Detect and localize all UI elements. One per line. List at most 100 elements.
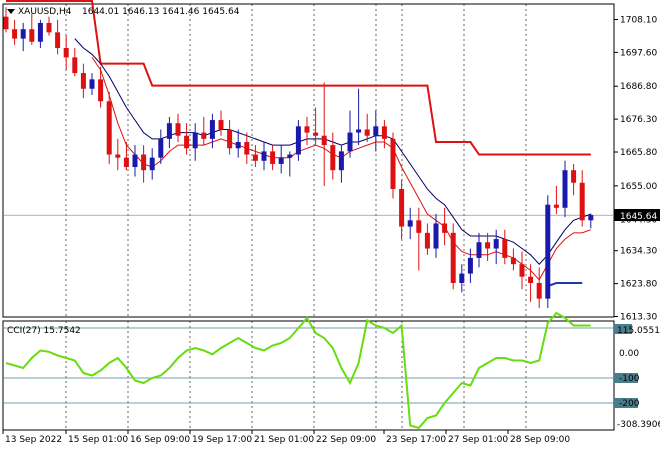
candle[interactable]	[536, 267, 542, 309]
candle[interactable]	[55, 19, 61, 55]
candle[interactable]	[528, 264, 534, 302]
candle[interactable]	[141, 145, 147, 183]
candle[interactable]	[278, 145, 284, 174]
candle[interactable]	[407, 207, 413, 240]
candle[interactable]	[424, 223, 430, 255]
time-axis: 13 Sep 2022 15 Sep 01:00 16 Sep 09:00 19 Se…	[2, 430, 570, 445]
candle[interactable]	[399, 179, 405, 240]
candle[interactable]	[588, 213, 594, 229]
candle[interactable]	[244, 132, 250, 164]
candle[interactable]	[356, 88, 362, 146]
candle[interactable]	[442, 207, 448, 246]
candle[interactable]	[287, 151, 293, 177]
candle[interactable]	[485, 232, 491, 262]
candle[interactable]	[218, 110, 224, 136]
candle[interactable]	[545, 195, 551, 309]
candle[interactable]	[209, 113, 215, 149]
candle[interactable]	[149, 148, 155, 180]
price-tick-label: 1634.30	[620, 247, 657, 257]
candle-body	[115, 154, 121, 158]
cci-level-tag	[614, 373, 638, 383]
candle[interactable]	[304, 116, 310, 146]
candle[interactable]	[123, 141, 129, 171]
candle[interactable]	[132, 145, 138, 177]
candle[interactable]	[192, 123, 198, 161]
candle-body	[141, 154, 147, 171]
candle[interactable]	[175, 113, 181, 142]
candle[interactable]	[313, 107, 319, 146]
candle[interactable]	[270, 145, 276, 171]
candle[interactable]	[63, 35, 69, 70]
candle[interactable]	[493, 229, 499, 265]
candle-body	[149, 157, 155, 171]
candle[interactable]	[433, 214, 439, 258]
candles[interactable]	[3, 7, 594, 309]
candle[interactable]	[235, 129, 241, 158]
time-label: 28 Sep 09:00	[510, 435, 570, 445]
candle[interactable]	[450, 223, 456, 290]
candle[interactable]	[347, 110, 353, 158]
cci-level-label: -200	[619, 399, 640, 409]
candle[interactable]	[20, 22, 26, 52]
candle-body	[459, 273, 465, 283]
candle-body	[98, 79, 104, 102]
triangle-down-icon[interactable]	[7, 9, 15, 14]
candle[interactable]	[184, 123, 190, 155]
candle-body	[295, 126, 301, 155]
candle[interactable]	[519, 251, 525, 290]
candle[interactable]	[37, 19, 43, 49]
cci-level-tag	[614, 398, 638, 408]
price-tick-label: 1708.10	[620, 16, 657, 26]
candle-body	[80, 73, 86, 89]
candle[interactable]	[476, 232, 482, 268]
candle[interactable]	[106, 91, 112, 164]
candle[interactable]	[29, 13, 35, 45]
candle[interactable]	[12, 19, 18, 45]
candle[interactable]	[115, 138, 121, 171]
candle[interactable]	[166, 116, 172, 149]
candle[interactable]	[261, 141, 267, 171]
candle-body	[37, 22, 43, 42]
candle[interactable]	[46, 16, 52, 36]
candle[interactable]	[98, 66, 104, 108]
candle-body	[450, 232, 456, 283]
candle[interactable]	[390, 132, 396, 199]
candle[interactable]	[467, 248, 473, 283]
candle[interactable]	[252, 145, 258, 168]
candle[interactable]	[295, 120, 301, 161]
candle-body	[270, 151, 276, 164]
candle[interactable]	[201, 116, 207, 146]
candle[interactable]	[571, 163, 577, 196]
candle[interactable]	[416, 207, 422, 271]
candle-body	[313, 132, 319, 136]
candle-body	[476, 242, 482, 258]
candle-body	[442, 223, 448, 233]
candle[interactable]	[158, 129, 164, 164]
candle[interactable]	[562, 160, 568, 218]
candle[interactable]	[364, 113, 370, 142]
candle[interactable]	[227, 120, 233, 155]
candle[interactable]	[330, 132, 336, 180]
candle[interactable]	[89, 73, 95, 96]
candle[interactable]	[80, 63, 86, 99]
candle-body	[287, 154, 293, 158]
candle[interactable]	[502, 229, 508, 265]
candle-body	[218, 120, 224, 130]
candle[interactable]	[72, 48, 78, 77]
candle[interactable]	[321, 82, 327, 186]
cci-line	[5, 311, 591, 430]
candle-body	[3, 16, 9, 30]
candle[interactable]	[381, 120, 387, 149]
candle-body	[485, 242, 491, 249]
candle[interactable]	[510, 248, 516, 271]
candle[interactable]	[553, 185, 559, 215]
candle[interactable]	[459, 264, 465, 293]
time-label: 22 Sep 09:00	[316, 435, 376, 445]
candle[interactable]	[3, 7, 9, 33]
candle-body	[330, 145, 336, 171]
candle[interactable]	[373, 110, 379, 152]
candle[interactable]	[579, 170, 585, 227]
candle[interactable]	[338, 145, 344, 183]
